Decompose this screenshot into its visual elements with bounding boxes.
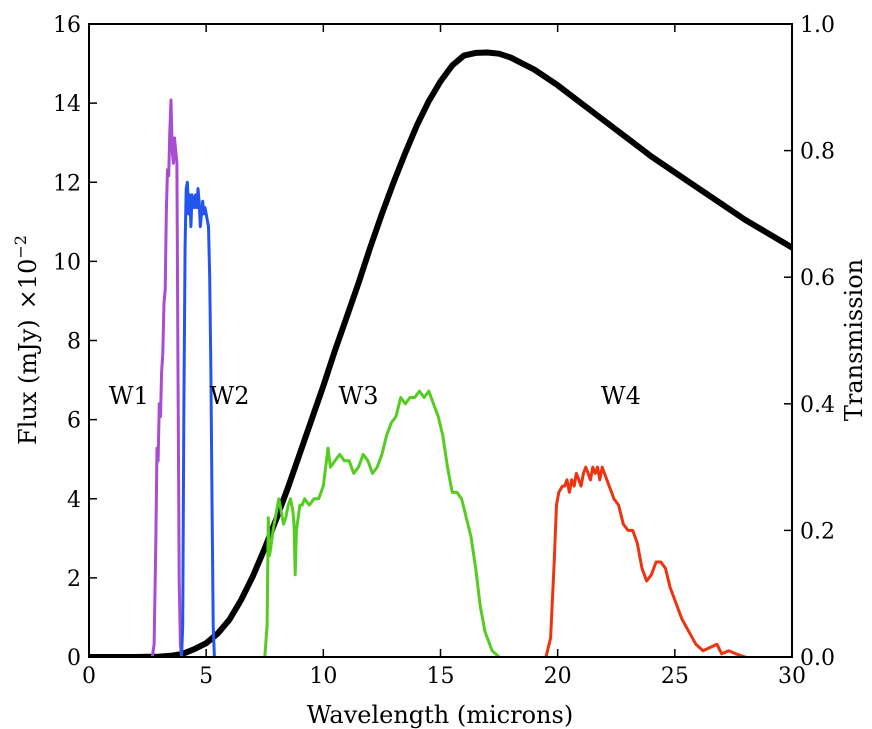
series-line-3 [263, 389, 501, 657]
y-left-tick-label-6: 12 [53, 171, 81, 196]
y-left-tick-label-3: 6 [67, 409, 81, 434]
x-tick-label-1: 5 [199, 664, 213, 689]
y-right-tick-label-2: 0.4 [800, 393, 835, 418]
x-tick-label-4: 20 [544, 664, 572, 689]
y-axis-right-title: Transmission [840, 259, 868, 421]
y-axis-left-title: Flux (mJy) ×10−2 [11, 235, 42, 445]
y-axis-left-title-main: Flux (mJy) [14, 319, 42, 445]
plot-frame [88, 23, 793, 658]
series-layer [89, 49, 792, 657]
series-line-1 [150, 98, 184, 657]
band-label-w4: W4 [601, 382, 641, 410]
y-right-tick-label-4: 0.8 [800, 140, 835, 165]
y-right-tick-label-0: 0.0 [800, 646, 835, 671]
y-axis-left-title-scale: ×10 [14, 259, 42, 310]
x-tick-label-3: 15 [427, 664, 455, 689]
y-left-tick-label-5: 10 [53, 250, 81, 275]
band-label-w1: W1 [109, 382, 149, 410]
x-axis-title: Wavelength (microns) [307, 701, 573, 729]
tick-layer: 0 5 10 15 20 25 30 0 2 4 6 8 10 12 14 16 0.0 0.2 0.4 0.6 0.8… [53, 13, 835, 689]
x-tick-label-6: 30 [778, 664, 806, 689]
y-right-tick-label-5: 1.0 [800, 13, 835, 38]
band-label-w2: W2 [210, 382, 250, 410]
x-tick-label-2: 10 [309, 664, 337, 689]
series-line-2 [180, 180, 216, 657]
band-label-w3: W3 [339, 382, 379, 410]
x-tick-label-0: 0 [82, 664, 96, 689]
y-right-tick-label-3: 0.6 [800, 266, 835, 291]
y-left-tick-label-7: 14 [53, 92, 81, 117]
x-tick-label-5: 25 [661, 664, 689, 689]
y-left-tick-label-2: 4 [67, 488, 81, 513]
y-axis-left-title-exponent: −2 [11, 235, 30, 259]
y-left-tick-label-0: 0 [67, 646, 81, 671]
y-right-tick-label-1: 0.2 [800, 519, 835, 544]
y-left-tick-label-8: 16 [53, 13, 81, 38]
y-left-tick-label-1: 2 [67, 567, 81, 592]
series-line-4 [544, 465, 747, 657]
series-line-0 [89, 49, 792, 657]
y-left-tick-label-4: 8 [67, 330, 81, 355]
